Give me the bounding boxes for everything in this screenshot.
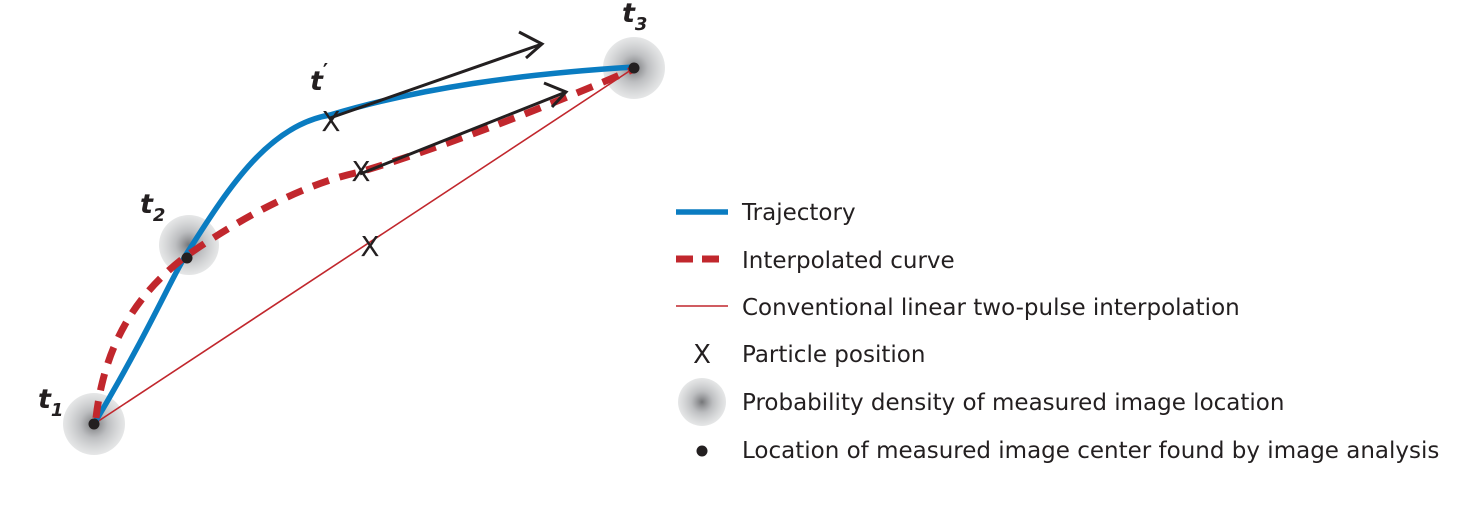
particle-marker-interpolated: X [351,155,370,188]
legend-density-swatch [678,378,726,426]
legend-center-swatch [696,445,708,457]
label-t-prime: t′ [310,59,328,97]
linear-interpolation-line [93,67,635,425]
particle-marker-trajectory: X [321,105,340,138]
label-t3: t3 [622,0,647,35]
trajectory-curve [91,64,637,427]
image-center-t3 [628,62,640,74]
label-t1: t1 [38,384,63,421]
label-t2: t2 [140,189,165,226]
image-center-t1 [88,418,100,430]
legend-linear-label: Conventional linear two-pulse interpolat… [742,295,1240,321]
legend-interpolated-label: Interpolated curve [742,248,955,274]
legend-trajectory-label: Trajectory [741,200,856,226]
tangent-arrow-lower [359,81,569,176]
tangent-arrow-upper [329,30,545,120]
legend: Trajectory Interpolated curve Convention… [676,200,1439,464]
legend-particle-symbol: X [693,340,711,370]
legend-density-label: Probability density of measured image lo… [742,390,1284,416]
legend-center-label: Location of measured image center found … [742,438,1439,464]
image-center-t2 [181,252,193,264]
particle-marker-linear: X [360,230,379,263]
legend-particle-label: Particle position [742,342,925,368]
